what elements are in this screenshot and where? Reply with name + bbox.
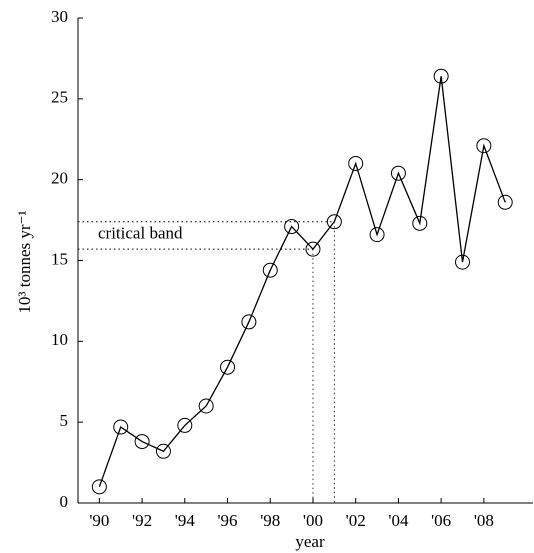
marker bbox=[177, 417, 193, 433]
x-tick-label: '96 bbox=[217, 511, 237, 530]
marker bbox=[390, 165, 406, 181]
x-tick-label: '00 bbox=[303, 511, 323, 530]
y-tick-label: 5 bbox=[60, 411, 69, 430]
marker bbox=[220, 359, 236, 375]
y-tick-label: 0 bbox=[60, 492, 69, 511]
marker bbox=[262, 262, 278, 278]
y-tick-label: 20 bbox=[51, 169, 68, 188]
marker bbox=[241, 314, 257, 330]
y-axis-label: 10³ tonnes yr⁻¹ bbox=[15, 210, 34, 313]
y-tick-label: 15 bbox=[51, 249, 68, 268]
band-label: critical band bbox=[98, 223, 183, 242]
marker bbox=[198, 398, 214, 414]
marker bbox=[284, 219, 300, 235]
marker bbox=[134, 434, 150, 450]
x-tick-label: '08 bbox=[474, 511, 494, 530]
marker bbox=[476, 138, 492, 154]
x-tick-label: '92 bbox=[132, 511, 152, 530]
marker bbox=[455, 254, 471, 270]
marker bbox=[113, 419, 129, 435]
marker bbox=[305, 241, 321, 257]
marker bbox=[155, 443, 171, 459]
x-tick-label: '04 bbox=[388, 511, 409, 530]
x-tick-label: '02 bbox=[346, 511, 366, 530]
x-tick-label: '06 bbox=[431, 511, 451, 530]
marker bbox=[433, 68, 449, 84]
y-tick-label: 25 bbox=[51, 88, 68, 107]
x-tick-label: '98 bbox=[260, 511, 280, 530]
marker bbox=[326, 214, 342, 230]
marker bbox=[412, 215, 428, 231]
marker bbox=[369, 227, 385, 243]
line bbox=[98, 76, 506, 488]
marker bbox=[91, 479, 107, 495]
y-tick-label: 10 bbox=[51, 330, 68, 349]
marker bbox=[497, 194, 513, 210]
x-axis-label: year bbox=[295, 532, 325, 551]
marker bbox=[348, 156, 364, 171]
x-tick-label: '94 bbox=[175, 511, 196, 530]
x-tick-label: '90 bbox=[89, 511, 109, 530]
y-tick-label: 30 bbox=[51, 7, 68, 26]
